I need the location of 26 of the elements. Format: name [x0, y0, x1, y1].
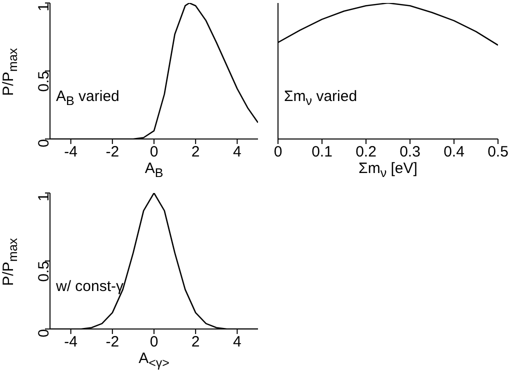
x-tick-label: 0.3: [400, 144, 420, 161]
x-tick-label: 0: [274, 144, 282, 161]
x-tick-label: 0: [150, 334, 158, 351]
x-tick-label: 0.4: [444, 144, 464, 161]
x-axis-title: Σm$_{ν}$ [eV]: [358, 160, 418, 180]
x-axis-title: A$_{B}$: [144, 160, 164, 180]
x-tick-label: 0: [150, 144, 158, 161]
x-tick-label: -2: [106, 334, 120, 351]
x-tick-label: -4: [64, 334, 78, 351]
annotation: A$_{B}$ varied: [56, 88, 120, 108]
x-tick-label: 0.1: [312, 144, 332, 161]
x-axis-title: A$_{<γ>}$: [138, 350, 170, 370]
y-tick-label: 0.5: [35, 71, 52, 92]
x-tick-label: 0.5: [488, 144, 508, 161]
x-tick-label: 2: [191, 144, 200, 161]
y-tick-label: 0.5: [35, 261, 52, 282]
x-tick-label: 0.2: [356, 144, 376, 161]
annotation: w/ const-γ: [56, 278, 124, 295]
y-tick-label: 1: [35, 193, 52, 202]
x-tick-label: -2: [106, 144, 120, 161]
x-tick-label: -4: [64, 144, 78, 161]
annotation: Σm$_{ν}$ varied: [284, 88, 358, 108]
x-tick-label: 4: [233, 334, 242, 351]
y-tick-label: 1: [35, 3, 52, 12]
x-tick-label: 2: [191, 334, 200, 351]
x-tick-label: 4: [233, 144, 242, 161]
